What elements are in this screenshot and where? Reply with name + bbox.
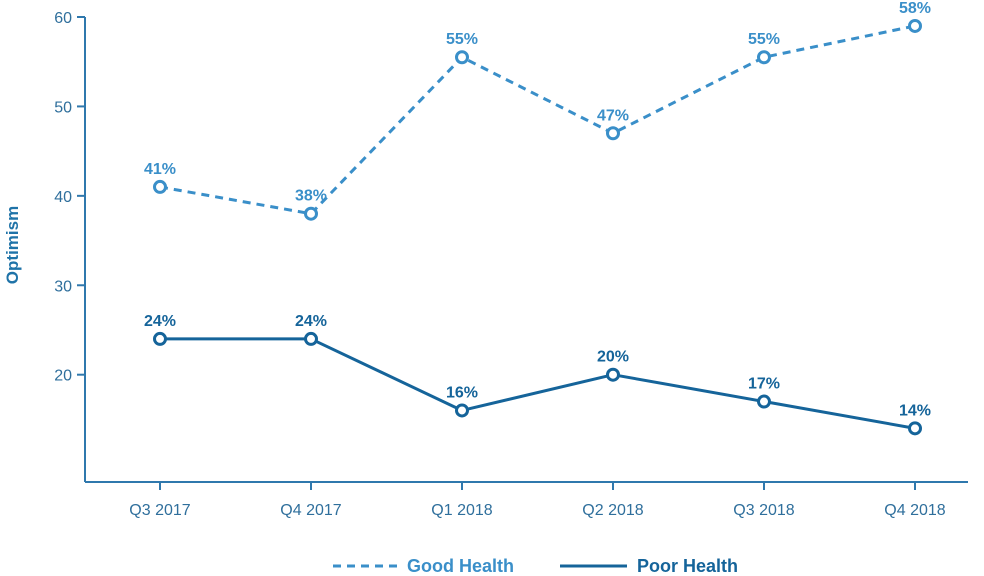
series-good-health: 41% 38% 55% 47% 55% 58% [144,0,931,221]
data-point-poor-health [757,394,771,409]
x-tick-label: Q4 2017 [280,502,341,519]
axes [84,17,968,483]
y-tick-label: 30 [54,278,72,295]
x-tick-label: Q3 2018 [733,502,794,519]
y-axis-title: Optimism [3,206,22,284]
data-label-poor-health: 16% [446,384,478,401]
data-label-good-health: 55% [446,31,478,48]
data-label-poor-health: 24% [144,313,176,330]
data-label-poor-health: 20% [597,349,629,366]
series-poor-health: 24% 24% 16% 20% 17% 14% [144,313,931,436]
series-line-good-health [159,24,916,216]
data-point-good-health [455,50,469,65]
data-label-good-health: 58% [899,0,931,17]
legend-label-good-health: Good Health [407,556,514,576]
x-tick-label: Q2 2018 [582,502,643,519]
x-tick-label: Q4 2018 [884,502,945,519]
data-point-poor-health [304,331,318,346]
legend-label-poor-health: Poor Health [637,556,738,576]
data-label-good-health: 55% [748,31,780,48]
data-point-poor-health [455,403,469,418]
y-tick-label: 60 [54,10,72,27]
y-tick-label: 40 [54,189,72,206]
data-point-good-health [304,206,318,221]
data-label-poor-health: 14% [899,402,931,419]
data-point-poor-health [153,331,167,346]
data-point-good-health [606,126,620,141]
series-line-poor-health [160,337,916,430]
data-point-good-health [908,18,922,33]
series-layer: 41% 38% 55% 47% 55% 58% 24% 24% 16% 20% 17% 14% [144,0,931,436]
y-tick-label: 20 [54,368,72,385]
data-label-poor-health: 24% [295,313,327,330]
x-ticks: Q3 2017 Q4 2017 Q1 2018 Q2 2018 Q3 2018 Q4 20… [129,482,946,519]
data-point-good-health [153,179,167,194]
data-point-poor-health [908,421,922,436]
y-ticks: 20 30 40 50 60 [54,10,85,385]
data-point-good-health [757,50,771,65]
x-tick-label: Q3 2017 [129,502,190,519]
legend: Good Health Poor Health [333,556,738,576]
data-label-good-health: 38% [295,188,327,205]
data-label-good-health: 47% [597,107,629,124]
x-tick-label: Q1 2018 [431,502,492,519]
y-tick-label: 50 [54,99,72,116]
data-label-poor-health: 17% [748,376,780,393]
data-label-good-health: 41% [144,161,176,178]
data-point-poor-health [606,367,620,382]
